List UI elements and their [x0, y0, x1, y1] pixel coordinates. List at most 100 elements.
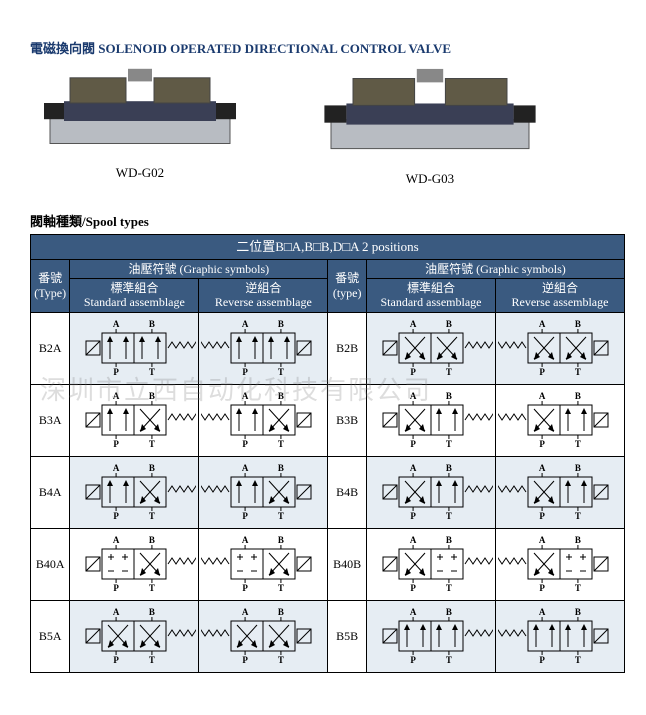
svg-text:A: A — [113, 535, 120, 545]
svg-text:T: T — [278, 655, 284, 665]
symbol-cell: A B P T — [495, 456, 624, 528]
svg-text:A: A — [242, 391, 249, 401]
svg-text:B: B — [575, 607, 581, 617]
std-header: 標準組合Standard assemblage — [70, 278, 199, 312]
svg-text:A: A — [410, 607, 417, 617]
svg-text:B: B — [575, 535, 581, 545]
std-header: 標準組合Standard assemblage — [366, 278, 495, 312]
svg-text:B: B — [278, 535, 284, 545]
svg-text:B: B — [575, 319, 581, 329]
svg-text:P: P — [114, 583, 120, 593]
symbol-cell: ABPT — [366, 384, 495, 456]
product-wd-g02: WD-G02 — [40, 67, 240, 203]
svg-text:T: T — [278, 511, 284, 521]
type-cell: B40A — [31, 528, 70, 600]
svg-text:A: A — [113, 607, 120, 617]
table-row: B2A ABPT ABPT — [31, 312, 625, 384]
svg-text:A: A — [242, 463, 249, 473]
svg-text:P: P — [243, 583, 249, 593]
product-wd-g03: WD-G03 — [320, 67, 540, 203]
symbol-cell: ABPT — [70, 384, 199, 456]
table-row: B40A A B P T A B P T — [31, 528, 625, 600]
svg-text:P: P — [114, 655, 120, 665]
symbol-cell: ABPT — [366, 312, 495, 384]
svg-text:B: B — [149, 535, 155, 545]
symbol-cell: ABPT — [70, 600, 199, 672]
type-cell: B3B — [328, 384, 367, 456]
svg-text:P: P — [243, 511, 249, 521]
type-cell: B4B — [328, 456, 367, 528]
type-cell: B5A — [31, 600, 70, 672]
svg-text:T: T — [446, 583, 452, 593]
svg-text:T: T — [149, 511, 155, 521]
symbol-cell: ABPT — [495, 528, 624, 600]
svg-text:P: P — [410, 511, 416, 521]
table-row: B3A ABPT ABPT — [31, 384, 625, 456]
product-label: WD-G02 — [116, 165, 164, 181]
svg-text:T: T — [446, 511, 452, 521]
svg-text:P: P — [114, 511, 120, 521]
symbol-cell: A B P T — [366, 528, 495, 600]
svg-text:T: T — [278, 583, 284, 593]
symbol-cell: ABPT — [70, 312, 199, 384]
type-header-left: 番號(Type) — [31, 259, 70, 312]
svg-text:P: P — [539, 583, 545, 593]
svg-text:B: B — [278, 391, 284, 401]
svg-text:A: A — [242, 535, 249, 545]
symbol-cell: A B P T — [199, 528, 328, 600]
svg-text:A: A — [539, 319, 546, 329]
svg-text:P: P — [539, 655, 545, 665]
svg-text:P: P — [410, 583, 416, 593]
svg-text:T: T — [446, 655, 452, 665]
svg-text:A: A — [539, 607, 546, 617]
svg-text:B: B — [446, 607, 452, 617]
svg-text:P: P — [243, 439, 249, 449]
table-row: B4A A B P T A B P T — [31, 456, 625, 528]
svg-text:P: P — [114, 367, 120, 377]
product-row: WD-G02 WD-G03 — [40, 67, 636, 203]
svg-text:A: A — [410, 535, 417, 545]
svg-text:A: A — [539, 463, 546, 473]
graphic-header-left: 油壓符號 (Graphic symbols) — [70, 259, 328, 278]
svg-text:T: T — [446, 367, 452, 377]
type-cell: B5B — [328, 600, 367, 672]
svg-text:B: B — [278, 319, 284, 329]
svg-text:T: T — [446, 439, 452, 449]
rev-header: 逆組合Reverse assemblage — [495, 278, 624, 312]
type-cell: B2B — [328, 312, 367, 384]
type-cell: B4A — [31, 456, 70, 528]
svg-text:B: B — [446, 319, 452, 329]
svg-text:B: B — [446, 535, 452, 545]
svg-text:B: B — [575, 463, 581, 473]
svg-text:T: T — [149, 655, 155, 665]
svg-text:T: T — [278, 367, 284, 377]
svg-text:T: T — [575, 655, 581, 665]
svg-text:B: B — [149, 391, 155, 401]
svg-text:B: B — [149, 463, 155, 473]
symbol-cell: ABPT — [366, 456, 495, 528]
graphic-header-right: 油壓符號 (Graphic symbols) — [366, 259, 624, 278]
table-row: B5A A B P T A B P T — [31, 600, 625, 672]
type-cell: B2A — [31, 312, 70, 384]
svg-text:B: B — [278, 607, 284, 617]
svg-text:T: T — [149, 439, 155, 449]
svg-text:T: T — [149, 583, 155, 593]
svg-text:P: P — [243, 655, 249, 665]
svg-text:P: P — [114, 439, 120, 449]
svg-text:A: A — [410, 391, 417, 401]
svg-text:P: P — [539, 511, 545, 521]
symbol-cell: ABPT — [199, 384, 328, 456]
svg-text:T: T — [575, 511, 581, 521]
svg-text:P: P — [243, 367, 249, 377]
symbol-cell: ABPT — [366, 600, 495, 672]
svg-text:A: A — [410, 463, 417, 473]
svg-text:A: A — [113, 319, 120, 329]
symbol-cell: A B P T — [495, 600, 624, 672]
symbol-cell: A B P T — [70, 528, 199, 600]
type-cell: B3A — [31, 384, 70, 456]
product-label: WD-G03 — [406, 171, 454, 187]
valve-image-g03 — [320, 67, 540, 163]
svg-text:B: B — [575, 391, 581, 401]
svg-text:A: A — [242, 607, 249, 617]
symbol-cell: ABPT — [199, 456, 328, 528]
